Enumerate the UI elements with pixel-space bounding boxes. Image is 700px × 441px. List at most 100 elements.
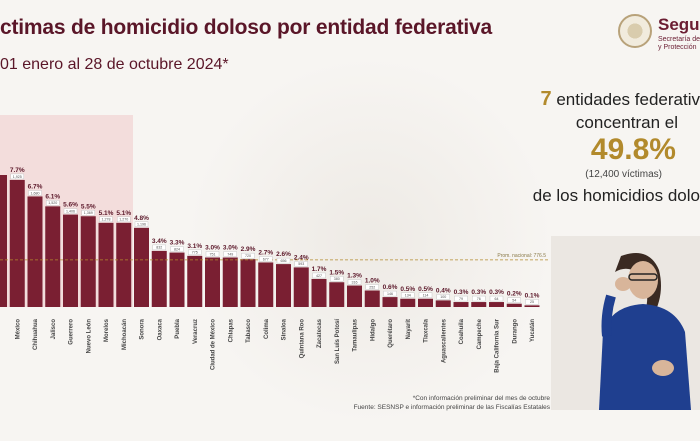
count-label-box bbox=[46, 200, 60, 206]
count-label: 720 bbox=[245, 254, 251, 258]
category-label: Ciudad de México bbox=[211, 319, 217, 370]
count-label: 64 bbox=[495, 297, 499, 301]
count-label: 54 bbox=[512, 299, 516, 303]
category-label: Veracruz bbox=[193, 319, 199, 344]
bar bbox=[524, 305, 540, 307]
category-label: Jalisco bbox=[51, 319, 57, 340]
value-label: 0.6% bbox=[383, 284, 398, 291]
bar bbox=[364, 290, 380, 307]
value-label: 5.6% bbox=[63, 202, 78, 209]
raised-arm bbox=[601, 294, 616, 337]
count-label-box bbox=[170, 246, 184, 252]
summary-line2: concentran el bbox=[575, 113, 678, 132]
count-label: 775 bbox=[192, 251, 198, 255]
count-label-box bbox=[259, 256, 273, 262]
count-label-box bbox=[507, 297, 521, 303]
value-label: 0.3% bbox=[471, 289, 486, 296]
count-label: 380 bbox=[334, 277, 340, 281]
count-label-box bbox=[365, 284, 379, 290]
bar bbox=[9, 179, 25, 307]
category-label: Campeche bbox=[477, 318, 483, 349]
count-label: 751 bbox=[210, 252, 216, 256]
value-label: 1.3% bbox=[347, 273, 362, 280]
category-label: Yucatán bbox=[530, 319, 536, 342]
value-label: 3.0% bbox=[223, 245, 238, 252]
page-title: ctimas de homicidio doloso por entidad f… bbox=[0, 16, 492, 39]
logo-line1: Secretaría de bbox=[658, 36, 700, 43]
category-label: Querétaro bbox=[388, 319, 394, 348]
category-label: Aguascalientes bbox=[441, 318, 447, 363]
category-label: México bbox=[15, 319, 21, 340]
count-label: 1,520 bbox=[48, 201, 57, 205]
value-label: 7.7% bbox=[10, 167, 25, 174]
category-label: Quintana Roo bbox=[299, 319, 305, 359]
summary-line1-text: entidades federativ bbox=[551, 90, 700, 109]
count-label-box bbox=[134, 221, 149, 228]
bar bbox=[435, 300, 451, 307]
category-label: Oaxaca bbox=[157, 318, 163, 340]
summary-line1: 7 entidades federativ bbox=[500, 88, 700, 111]
bar bbox=[45, 206, 61, 307]
summary-panel: 7 entidades federativ concentran el 49.8… bbox=[500, 88, 700, 206]
category-label: Guerrero bbox=[69, 319, 75, 345]
bar bbox=[27, 196, 43, 307]
bar bbox=[382, 297, 398, 307]
summary-count: 7 bbox=[540, 88, 552, 110]
count-label: 1,680 bbox=[31, 191, 40, 195]
value-label: 1.5% bbox=[329, 269, 344, 276]
bar bbox=[276, 264, 291, 307]
category-label: Durango bbox=[512, 319, 518, 344]
sign-language-interpreter bbox=[551, 236, 700, 410]
bar bbox=[205, 257, 220, 307]
count-label-box bbox=[276, 257, 291, 264]
count-label: 146 bbox=[387, 292, 393, 296]
value-label: 2.6% bbox=[276, 251, 291, 258]
count-label-box bbox=[241, 252, 255, 259]
category-label: Tlaxcala bbox=[424, 318, 430, 342]
count-label: 316 bbox=[352, 280, 358, 284]
bar bbox=[151, 250, 167, 307]
value-label: 2.4% bbox=[294, 254, 309, 261]
raised-hand bbox=[615, 277, 631, 291]
count-label-box bbox=[489, 295, 504, 302]
page-subtitle: 01 enero al 28 de octubre 2024* bbox=[0, 56, 229, 73]
footnote-line2: Fuente: SESNSP e información preliminar … bbox=[353, 404, 550, 411]
value-label: 6.7% bbox=[28, 183, 43, 190]
bar bbox=[329, 282, 345, 307]
count-label: 76 bbox=[477, 297, 481, 301]
bar bbox=[0, 175, 7, 307]
category-label: Baja California Sur bbox=[495, 318, 501, 372]
bar bbox=[311, 278, 327, 307]
category-label: Zacatecas bbox=[317, 318, 323, 348]
dress-shape bbox=[599, 304, 691, 410]
count-label: 79 bbox=[459, 297, 463, 301]
count-label-box bbox=[454, 295, 468, 302]
value-label: 5.1% bbox=[116, 210, 131, 217]
value-label: 0.1% bbox=[525, 292, 540, 299]
category-label: Chihuahua bbox=[33, 318, 39, 350]
count-label-box bbox=[383, 290, 397, 297]
bar bbox=[98, 222, 114, 307]
value-label: 1.7% bbox=[312, 266, 327, 273]
bar bbox=[134, 227, 149, 307]
bar bbox=[258, 262, 274, 307]
count-label: 677 bbox=[263, 257, 269, 261]
count-label-box bbox=[525, 299, 539, 305]
value-label: 4.8% bbox=[134, 215, 149, 222]
bar bbox=[471, 302, 487, 307]
summary-victims: (12,400 víctimas) bbox=[585, 169, 662, 180]
count-label-box bbox=[28, 190, 42, 196]
count-label: 100 bbox=[440, 295, 446, 299]
count-label: 25 bbox=[530, 300, 534, 304]
bar bbox=[63, 214, 78, 307]
value-label: 2.7% bbox=[258, 249, 273, 256]
count-label-box bbox=[99, 216, 113, 223]
bar bbox=[506, 303, 522, 307]
interpreter-figure bbox=[551, 236, 700, 410]
count-label: 1,196 bbox=[137, 223, 146, 227]
category-label: Colima bbox=[264, 318, 270, 339]
count-label-box bbox=[401, 292, 415, 298]
bar bbox=[169, 252, 185, 307]
count-label: 427 bbox=[316, 274, 322, 278]
background-decoration bbox=[180, 60, 560, 420]
